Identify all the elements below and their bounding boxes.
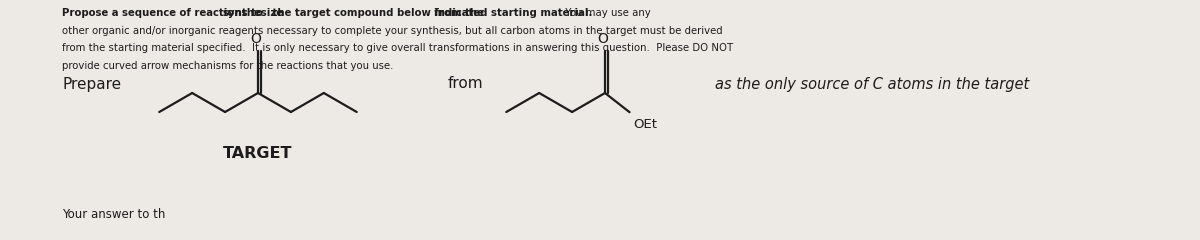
- Text: Prepare: Prepare: [62, 77, 121, 91]
- Text: synthesize: synthesize: [223, 8, 284, 18]
- Text: You may use any: You may use any: [562, 8, 650, 18]
- Text: as the only source of C atoms in the target: as the only source of C atoms in the tar…: [715, 77, 1030, 91]
- Text: from the starting material specified.  It is only necessary to give overall tran: from the starting material specified. It…: [62, 43, 733, 54]
- Text: other organic and/or inorganic reagents necessary to complete your synthesis, bu: other organic and/or inorganic reagents …: [62, 26, 724, 36]
- Text: O: O: [598, 31, 608, 46]
- Text: TARGET: TARGET: [223, 145, 293, 161]
- Text: Propose a sequence of reactions to: Propose a sequence of reactions to: [62, 8, 266, 18]
- Text: indicated starting material.: indicated starting material.: [433, 8, 592, 18]
- Text: Your answer to th: Your answer to th: [62, 208, 166, 221]
- Text: O: O: [251, 31, 262, 46]
- Text: the target compound below from the: the target compound below from the: [269, 8, 487, 18]
- Text: provide curved arrow mechanisms for the reactions that you use.: provide curved arrow mechanisms for the …: [62, 61, 394, 71]
- Text: OEt: OEt: [634, 118, 658, 131]
- Text: from: from: [448, 77, 484, 91]
